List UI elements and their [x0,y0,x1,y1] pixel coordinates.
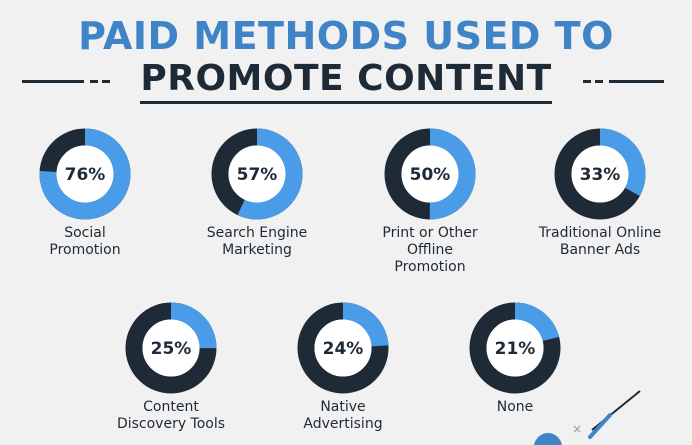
donut-chart: 57% [211,128,303,220]
right-dash-1 [583,80,591,83]
donut-category-label: Print or Other Offline Promotion [345,225,515,276]
donut-item: 76% Social Promotion [0,128,170,259]
donut-center [142,319,200,377]
donut-center [486,319,544,377]
donut-item: 25% Content Discovery Tools [86,302,256,433]
donut-percent-label: 21% [495,339,536,359]
donut-item: 57% Search Engine Marketing [172,128,342,259]
label-line: Social [64,225,106,241]
donut-chart: 25% [125,302,217,394]
donut-value-arc [554,128,646,220]
donut-value-arc [39,128,131,220]
left-rule [22,80,84,83]
label-line: Print or Other [382,225,478,241]
donut-percent-label: 76% [65,165,106,185]
label-line: Promotion [49,242,121,258]
left-dash-2 [102,80,110,83]
donut-percent-label: 50% [410,165,451,185]
donut-value-arc [297,302,389,394]
donut-value-arc [384,128,476,220]
donut-chart: 76% [39,128,131,220]
label-line: Content [143,399,199,415]
right-rule [609,80,664,83]
donut-item: 50% Print or Other Offline Promotion [345,128,515,276]
donut-percent-label: 25% [151,339,192,359]
donut-category-label: Native Advertising [258,399,428,433]
donut-category-label: None [430,399,600,416]
donut-value-arc [125,302,217,394]
donut-category-label: Search Engine Marketing [172,225,342,259]
right-dash-2 [595,80,603,83]
title-line-2: PROMOTE CONTENT [0,58,692,104]
donut-center [571,145,629,203]
donut-chart: 50% [384,128,476,220]
label-line: Advertising [303,416,383,432]
donut-category-label: Traditional Online Banner Ads [515,225,685,259]
left-dash-1 [90,80,98,83]
label-line: Search Engine [206,225,308,241]
donut-center [401,145,459,203]
donut-value-arc [211,128,303,220]
label-line: Banner Ads [559,242,641,258]
donut-center [228,145,286,203]
label-line: Marketing [222,242,292,258]
donut-item: 24% Native Advertising [258,302,428,433]
donut-percent-label: 33% [580,165,621,185]
donut-item: 33% Traditional Online Banner Ads [515,128,685,259]
label-line: Traditional Online [538,225,662,241]
label-line: None [496,399,534,415]
donut-category-label: Social Promotion [0,225,170,259]
donut-item: 21% None [430,302,600,416]
title-line-2-text: PROMOTE CONTENT [140,58,552,104]
label-line: Offline [407,242,453,258]
donut-category-label: Content Discovery Tools [86,399,256,433]
svg-text:×: × [572,422,582,436]
donut-center [314,319,372,377]
title-line-1: PAID METHODS USED TO [78,14,614,58]
label-line: Discovery Tools [116,416,226,432]
corner-decoration: × [534,390,641,445]
donut-value-arc [469,302,561,394]
donut-chart: 24% [297,302,389,394]
donut-chart: 33% [554,128,646,220]
donut-center [56,145,114,203]
label-line: Promotion [394,259,466,275]
donut-percent-label: 57% [237,165,278,185]
donut-chart: 21% [469,302,561,394]
label-line: Native [320,399,366,415]
donut-percent-label: 24% [323,339,364,359]
